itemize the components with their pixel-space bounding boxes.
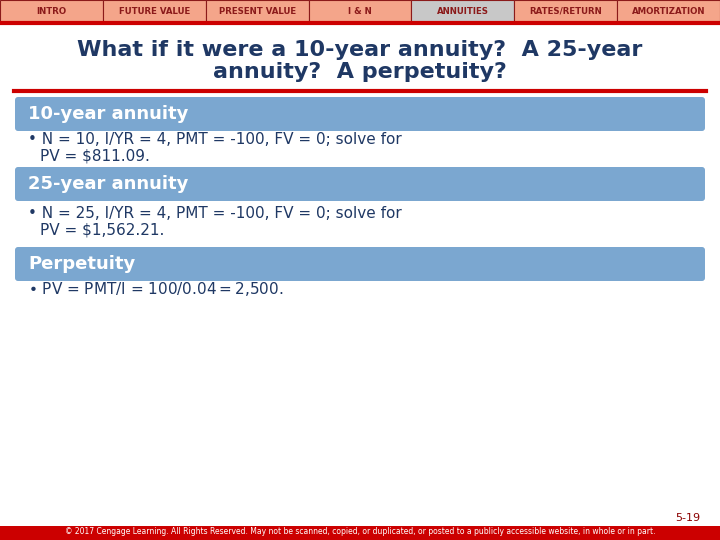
Text: • PV = PMT/I = $100/0.04 = $2,500.: • PV = PMT/I = $100/0.04 = $2,500. [28,280,284,298]
Text: • N = 25, I/YR = 4, PMT = -100, FV = 0; solve for: • N = 25, I/YR = 4, PMT = -100, FV = 0; … [28,206,402,221]
Text: © 2017 Cengage Learning. All Rights Reserved. May not be scanned, copied, or dup: © 2017 Cengage Learning. All Rights Rese… [65,528,655,537]
Text: Perpetuity: Perpetuity [28,255,135,273]
FancyBboxPatch shape [103,0,206,22]
FancyBboxPatch shape [0,526,720,540]
FancyBboxPatch shape [15,97,705,131]
Text: • N = 10, I/YR = 4, PMT = -100, FV = 0; solve for: • N = 10, I/YR = 4, PMT = -100, FV = 0; … [28,132,402,147]
Text: AMORTIZATION: AMORTIZATION [632,6,706,16]
Text: ANNUITIES: ANNUITIES [437,6,489,16]
Text: 10-year annuity: 10-year annuity [28,105,189,123]
Text: 5-19: 5-19 [675,513,700,523]
Text: annuity?  A perpetuity?: annuity? A perpetuity? [213,62,507,82]
Text: FUTURE VALUE: FUTURE VALUE [119,6,190,16]
Text: PRESENT VALUE: PRESENT VALUE [219,6,296,16]
Text: RATES/RETURN: RATES/RETURN [529,6,602,16]
Text: PV = $811.09.: PV = $811.09. [40,148,150,164]
Text: What if it were a 10-year annuity?  A 25-year: What if it were a 10-year annuity? A 25-… [77,40,643,60]
FancyBboxPatch shape [514,0,617,22]
Text: PV = $1,562.21.: PV = $1,562.21. [40,222,164,238]
FancyBboxPatch shape [309,0,411,22]
FancyBboxPatch shape [0,0,103,22]
Text: I & N: I & N [348,6,372,16]
FancyBboxPatch shape [15,167,705,201]
FancyBboxPatch shape [617,0,720,22]
FancyBboxPatch shape [206,0,309,22]
FancyBboxPatch shape [411,0,514,22]
Text: 25-year annuity: 25-year annuity [28,175,189,193]
Text: INTRO: INTRO [37,6,66,16]
FancyBboxPatch shape [15,247,705,281]
